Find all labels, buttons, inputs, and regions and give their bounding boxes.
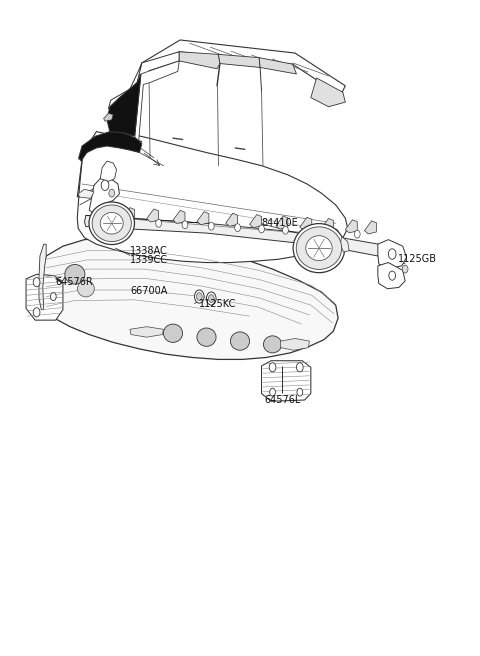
Polygon shape [276,216,288,229]
Circle shape [182,221,188,229]
Ellipse shape [293,224,345,273]
Polygon shape [378,262,405,289]
Polygon shape [77,135,348,262]
Circle shape [354,230,360,238]
Text: 1125GB: 1125GB [398,255,437,264]
Polygon shape [197,212,209,225]
Ellipse shape [163,324,182,342]
Circle shape [389,271,396,280]
Polygon shape [107,74,141,136]
Polygon shape [364,221,376,234]
Polygon shape [108,63,142,109]
Circle shape [206,292,216,305]
Circle shape [156,219,161,227]
Text: 66700A: 66700A [130,285,168,296]
Polygon shape [101,207,113,220]
Polygon shape [179,52,220,69]
Polygon shape [378,239,407,269]
Circle shape [109,189,115,197]
Circle shape [270,388,276,396]
Polygon shape [311,78,345,107]
Circle shape [259,225,264,233]
Polygon shape [123,207,135,220]
Circle shape [297,388,303,396]
Polygon shape [322,218,333,232]
Ellipse shape [197,328,216,346]
Polygon shape [218,54,260,68]
Polygon shape [79,132,142,161]
Circle shape [388,249,396,259]
Circle shape [196,293,202,300]
Circle shape [333,229,338,237]
Ellipse shape [89,202,134,245]
Circle shape [127,218,133,226]
Ellipse shape [264,336,282,353]
Polygon shape [135,61,179,143]
Polygon shape [259,58,297,74]
Polygon shape [250,215,262,228]
Ellipse shape [230,332,250,350]
Polygon shape [100,161,117,181]
Circle shape [307,228,312,236]
Polygon shape [173,211,185,224]
Circle shape [33,308,40,317]
Circle shape [106,216,111,224]
Polygon shape [130,327,163,337]
Polygon shape [345,220,357,233]
Circle shape [235,224,240,232]
Polygon shape [84,215,380,256]
Circle shape [50,293,56,300]
Circle shape [269,363,276,372]
Text: 1338AC: 1338AC [130,246,168,256]
Polygon shape [340,236,349,252]
Text: 64576L: 64576L [264,395,300,405]
Polygon shape [226,213,238,226]
Text: 64576R: 64576R [56,277,94,287]
Ellipse shape [100,213,123,234]
Ellipse shape [306,236,332,260]
Circle shape [297,363,303,372]
Polygon shape [78,189,94,198]
Polygon shape [141,40,345,96]
Polygon shape [281,338,310,350]
Ellipse shape [92,205,132,241]
Circle shape [283,226,288,234]
Text: 84410E: 84410E [262,218,298,228]
Text: 1339CC: 1339CC [130,255,168,265]
Ellipse shape [65,264,85,284]
Polygon shape [139,52,179,81]
Circle shape [208,295,214,302]
Circle shape [194,290,204,303]
Polygon shape [39,237,338,359]
Polygon shape [89,177,120,215]
Polygon shape [104,113,113,121]
Polygon shape [39,244,46,310]
Ellipse shape [77,281,94,297]
Polygon shape [26,274,63,320]
Polygon shape [147,209,158,222]
Circle shape [402,265,408,273]
Ellipse shape [296,227,342,270]
Polygon shape [300,217,312,230]
Circle shape [208,222,214,230]
Circle shape [33,277,40,287]
Text: 1125KC: 1125KC [199,298,237,309]
Polygon shape [262,361,311,401]
Circle shape [101,180,109,190]
